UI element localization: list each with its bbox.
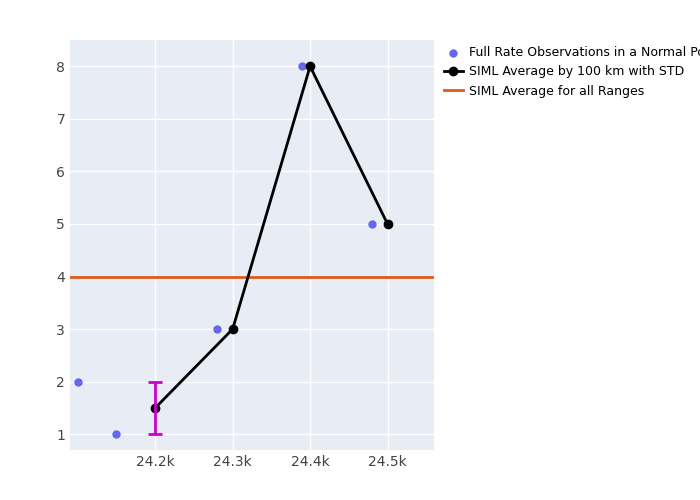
Line: SIML Average by 100 km with STD: SIML Average by 100 km with STD	[151, 62, 392, 412]
Full Rate Observations in a Normal Point	[211, 325, 223, 333]
Full Rate Observations in a Normal Point	[297, 62, 308, 70]
Legend: Full Rate Observations in a Normal Point, SIML Average by 100 km with STD, SIML : Full Rate Observations in a Normal Point…	[444, 46, 700, 98]
SIML Average by 100 km with STD	[306, 64, 314, 70]
SIML Average by 100 km with STD	[384, 221, 392, 227]
Full Rate Observations in a Normal Point	[366, 220, 377, 228]
Full Rate Observations in a Normal Point	[72, 378, 83, 386]
SIML Average by 100 km with STD	[228, 326, 237, 332]
SIML Average by 100 km with STD	[151, 405, 160, 411]
Full Rate Observations in a Normal Point	[111, 430, 122, 438]
